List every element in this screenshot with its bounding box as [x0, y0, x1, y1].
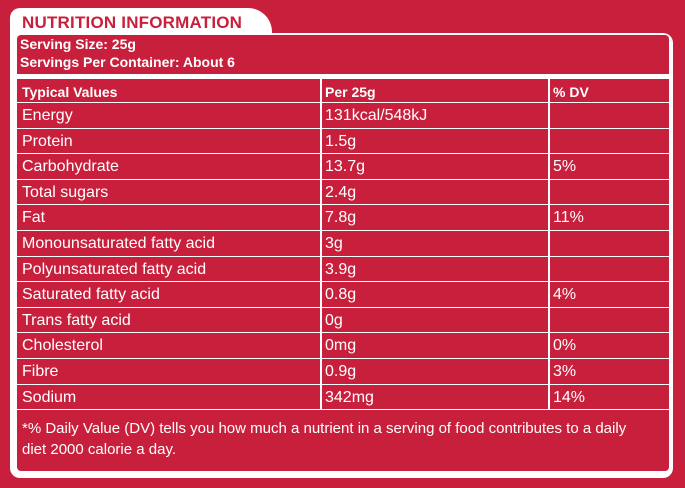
nutrient-name: Protein	[22, 132, 73, 150]
nutrient-amount: 3.9g	[325, 260, 357, 278]
nutrient-dv: 5%	[553, 158, 577, 176]
table-row: Energy 131kcal/548kJ	[17, 103, 669, 129]
nutrient-amount: 0.8g	[325, 286, 357, 304]
table-header-row: Typical Values Per 25g % DV	[17, 79, 669, 103]
nutrient-amount: 0g	[325, 311, 343, 329]
nutrient-name: Fibre	[22, 362, 59, 380]
nutrient-dv: 11%	[553, 209, 584, 227]
table-row: Fat 7.8g 11%	[17, 205, 669, 231]
nutrient-amount: 131kcal/548kJ	[325, 107, 428, 124]
nutrient-dv: 3%	[553, 362, 577, 380]
nutrient-name: Monounsaturated fatty acid	[22, 234, 216, 252]
label-inner	[17, 35, 669, 471]
header-typical-values: Typical Values	[22, 84, 118, 100]
nutrient-amount: 0mg	[325, 337, 357, 355]
nutrient-name: Total sugars	[22, 183, 109, 201]
table-row: Protein 1.5g	[17, 129, 669, 155]
servings-per-container: Servings Per Container: About 6	[20, 54, 235, 70]
serving-size: Serving Size: 25g	[20, 36, 136, 52]
nutrient-amount: 3g	[325, 234, 343, 252]
table-row: Cholesterol 0mg 0%	[17, 333, 669, 359]
nutrient-amount: 7.8g	[325, 209, 357, 227]
nutrient-name: Cholesterol	[22, 337, 103, 355]
header-per-25g: Per 25g	[325, 84, 376, 100]
nutrient-dv: 4%	[553, 286, 577, 304]
serving-divider	[17, 74, 669, 79]
nutrient-amount: 2.4g	[325, 183, 357, 201]
table-row: Trans fatty acid 0g	[17, 308, 669, 334]
table-row: Total sugars 2.4g	[17, 180, 669, 206]
header-dv: % DV	[553, 84, 589, 100]
nutrient-dv: 14%	[553, 388, 586, 406]
column-divider	[320, 79, 322, 411]
nutrient-name: Trans fatty acid	[22, 311, 131, 329]
nutrient-name: Saturated fatty acid	[22, 286, 160, 304]
nutrient-amount: 13.7g	[325, 158, 366, 176]
nutrient-amount: 0.9g	[325, 362, 357, 380]
table-row: Carbohydrate 13.7g 5%	[17, 154, 669, 180]
nutrient-name: Fat	[22, 209, 46, 227]
page-title: NUTRITION INFORMATION	[22, 13, 243, 32]
table-row: Sodium 342mg 14%	[17, 385, 669, 411]
nutrient-name: Carbohydrate	[22, 158, 119, 176]
column-divider	[548, 79, 550, 411]
table-row: Fibre 0.9g 3%	[17, 359, 669, 385]
nutrient-amount: 1.5g	[325, 132, 357, 150]
nutrition-table: Typical Values Per 25g % DV Energy 131kca…	[17, 79, 669, 411]
nutrient-name: Energy	[22, 107, 73, 124]
table-row: Monounsaturated fatty acid 3g	[17, 231, 669, 257]
nutrient-name: Sodium	[22, 388, 77, 406]
nutrient-dv: 0%	[553, 337, 577, 355]
footnote: *% Daily Value (DV) tells you how much a…	[22, 420, 627, 458]
table-row: Polyunsaturated fatty acid 3.9g	[17, 257, 669, 283]
nutrient-amount: 342mg	[325, 388, 374, 406]
table-row: Saturated fatty acid 0.8g 4%	[17, 282, 669, 308]
nutrient-name: Polyunsaturated fatty acid	[22, 260, 207, 278]
